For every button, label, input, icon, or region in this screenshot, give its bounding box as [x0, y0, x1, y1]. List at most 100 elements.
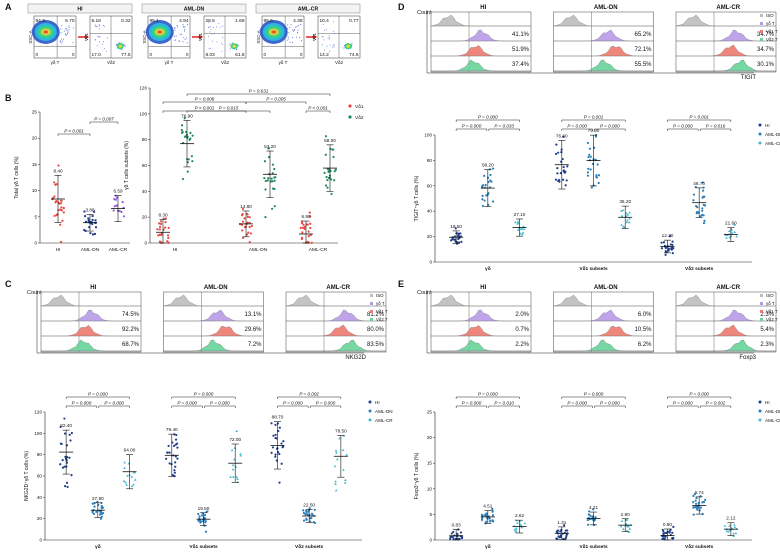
legend-label: Vδ2 T [766, 37, 778, 42]
data-point [692, 501, 695, 504]
dot [292, 37, 294, 39]
data-point [491, 200, 495, 203]
y-tick-label: 60 [37, 474, 43, 479]
mean-label: 6.74 [695, 490, 705, 495]
data-point [332, 148, 335, 151]
data-point [628, 211, 632, 214]
data-point [514, 526, 518, 530]
data-point [123, 466, 126, 469]
data-point [701, 501, 704, 504]
data-point [270, 422, 273, 425]
mean-label: 0.90 [663, 522, 673, 527]
axis-label: γδ T [279, 60, 288, 65]
axis-label: Vδ2 [107, 60, 116, 65]
histogram-percent: 68.7% [122, 342, 140, 348]
data-point [70, 474, 73, 477]
axis-label: γδ T [165, 60, 174, 65]
mean-label: 8.30 [158, 212, 168, 217]
data-point [516, 521, 519, 524]
data-point [270, 207, 274, 210]
data-point [59, 240, 63, 244]
data-point [341, 448, 345, 452]
dot [211, 33, 213, 35]
data-point [91, 502, 94, 505]
data-point [452, 537, 455, 541]
data-point [459, 531, 463, 534]
dot [102, 44, 104, 46]
axis-label: Vδ1 [84, 33, 89, 42]
axis-label: Vδ1 [198, 33, 203, 42]
marker-label: NKG2D [345, 355, 366, 361]
dot [287, 36, 289, 38]
data-point [53, 181, 56, 184]
data-point [692, 513, 695, 516]
dot [184, 39, 186, 41]
dot [68, 26, 70, 28]
data-point [621, 208, 625, 212]
data-point [518, 519, 522, 523]
mean-label: 88.70 [272, 415, 284, 420]
x-tick-label: AML-DN [249, 247, 268, 253]
data-point [248, 221, 251, 224]
data-point [667, 247, 671, 251]
data-point [59, 463, 62, 466]
data-point [693, 493, 696, 496]
mean-label: 79.90 [588, 128, 600, 133]
histogram-percent: 34.7% [757, 32, 775, 38]
data-point [481, 517, 484, 520]
p-value: P = 0.000 [689, 392, 709, 397]
data-point [299, 226, 302, 229]
quadrant-value: 0 [72, 52, 75, 57]
legend-marker [348, 104, 352, 108]
p-value: P = 0.002 [299, 392, 319, 397]
dot [287, 28, 289, 30]
dot [65, 28, 67, 30]
quadrant-value: 77.5 [121, 52, 131, 58]
data-point [485, 194, 488, 197]
data-point [300, 220, 303, 223]
y-tick-label: 20 [32, 136, 38, 141]
quadrant-value: 0 [150, 52, 153, 57]
panel-letter-a: A [5, 2, 12, 12]
histogram-column-title: HI [480, 285, 486, 291]
data-point [692, 199, 695, 202]
data-point [704, 498, 707, 501]
y-tick-label: 0 [144, 241, 147, 246]
data-point [628, 527, 632, 530]
dot [72, 42, 74, 44]
data-point [336, 457, 339, 461]
dot [286, 39, 288, 41]
histogram-percent: 6.2% [638, 342, 652, 348]
p-value: P = 0.000 [88, 392, 108, 397]
data-point [597, 174, 601, 177]
data-point [514, 530, 517, 533]
dot [180, 33, 182, 35]
mean-label: 58.00 [324, 138, 336, 143]
data-point [167, 241, 170, 244]
data-point [158, 228, 161, 231]
quadrant-value: 95.6 [264, 18, 274, 24]
y-tick-label: 0 [429, 538, 432, 543]
data-point [100, 515, 104, 518]
p-value: P = 0.000 [104, 401, 124, 406]
data-point [662, 241, 666, 244]
data-point [159, 222, 163, 226]
data-point [491, 514, 495, 517]
data-point [723, 524, 727, 527]
data-point [229, 475, 232, 479]
dot [330, 44, 332, 46]
data-point [270, 177, 273, 180]
x-tick-label: AML-CR [109, 247, 128, 253]
data-point [586, 174, 590, 177]
dot [97, 35, 99, 37]
legend-marker [758, 418, 762, 422]
mean-label: 82.40 [60, 423, 72, 428]
data-point [160, 233, 163, 237]
data-point [114, 198, 118, 201]
p-value: P = 0.000 [600, 124, 620, 129]
mean-label: 14.80 [240, 204, 252, 209]
data-point [330, 192, 333, 196]
density-contour [346, 44, 351, 48]
data-point [329, 147, 332, 151]
data-point [692, 193, 696, 196]
